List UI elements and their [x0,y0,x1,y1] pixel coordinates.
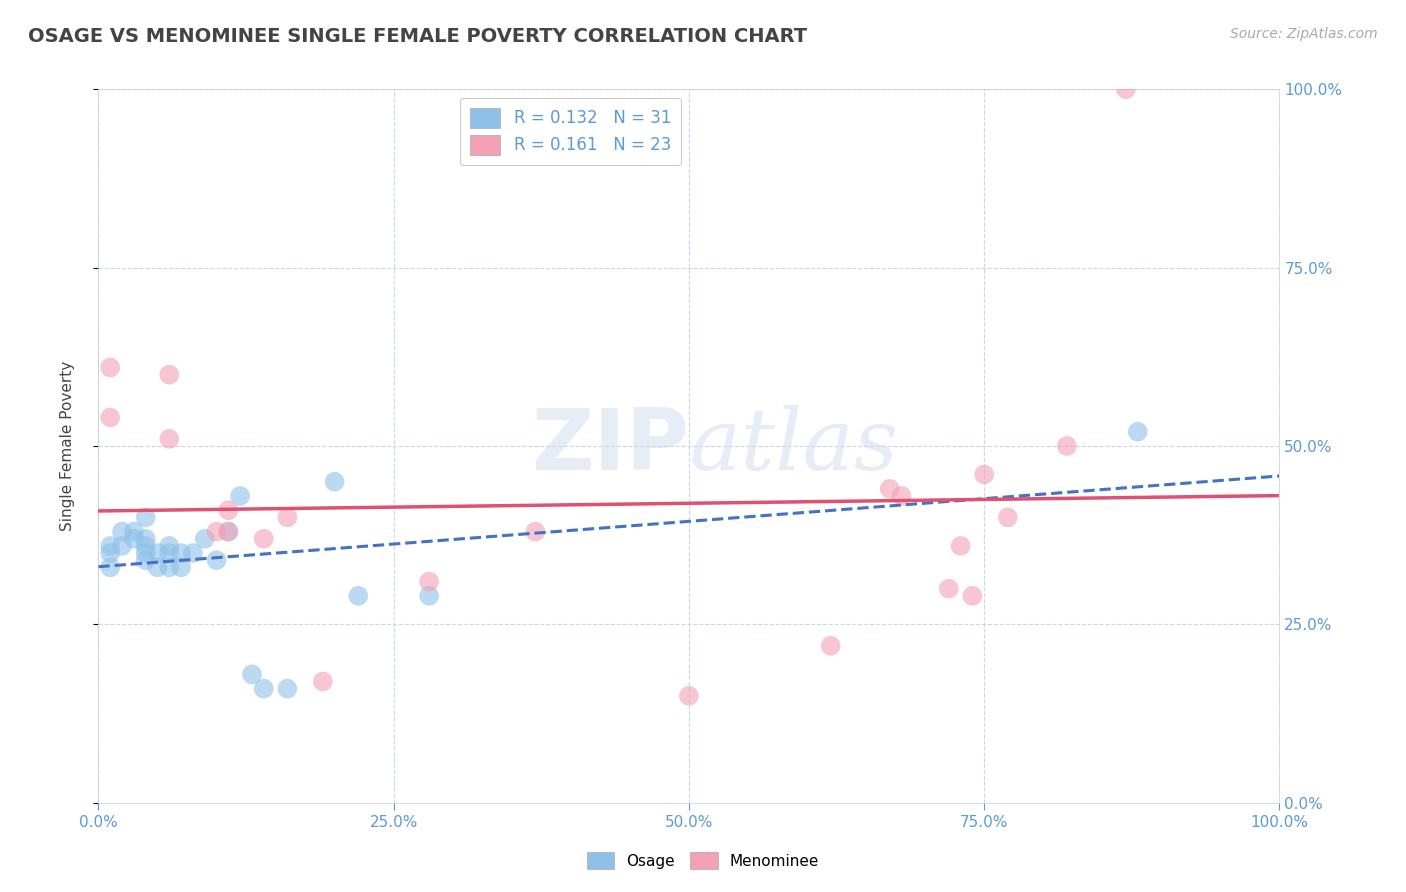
Point [1126,425,1149,439]
Point [181,546,204,560]
Point [217,524,239,539]
Point [157,546,180,560]
Point [98,560,121,574]
Point [170,560,193,574]
Point [678,689,700,703]
Point [111,539,134,553]
Point [820,639,842,653]
Point [157,539,180,553]
Point [157,432,180,446]
Legend: Osage, Menominee: Osage, Menominee [581,846,825,875]
Point [418,589,440,603]
Point [205,524,228,539]
Point [323,475,346,489]
Point [229,489,252,503]
Text: atlas: atlas [689,405,898,487]
Point [146,560,169,574]
Point [98,539,121,553]
Point [997,510,1019,524]
Point [938,582,960,596]
Point [276,510,298,524]
Point [122,532,145,546]
Text: ZIP: ZIP [531,404,689,488]
Point [146,546,169,560]
Point [111,524,134,539]
Point [217,503,239,517]
Point [194,532,217,546]
Point [170,546,193,560]
Point [98,410,121,425]
Point [122,524,145,539]
Point [253,681,276,696]
Point [98,546,121,560]
Text: Source: ZipAtlas.com: Source: ZipAtlas.com [1230,27,1378,41]
Point [217,524,239,539]
Point [135,539,157,553]
Point [276,681,298,696]
Point [253,532,276,546]
Point [135,553,157,567]
Point [312,674,335,689]
Point [135,510,157,524]
Point [879,482,901,496]
Point [524,524,547,539]
Point [347,589,370,603]
Point [973,467,995,482]
Point [205,553,228,567]
Point [949,539,972,553]
Point [135,546,157,560]
Point [962,589,984,603]
Point [1115,82,1137,96]
Point [1056,439,1078,453]
Legend: R = 0.132   N = 31, R = 0.161   N = 23: R = 0.132 N = 31, R = 0.161 N = 23 [460,97,682,165]
Point [157,368,180,382]
Y-axis label: Single Female Poverty: Single Female Poverty [60,361,75,531]
Point [98,360,121,375]
Point [135,532,157,546]
Point [240,667,263,681]
Point [157,560,180,574]
Point [890,489,912,503]
Text: OSAGE VS MENOMINEE SINGLE FEMALE POVERTY CORRELATION CHART: OSAGE VS MENOMINEE SINGLE FEMALE POVERTY… [28,27,807,45]
Point [418,574,440,589]
